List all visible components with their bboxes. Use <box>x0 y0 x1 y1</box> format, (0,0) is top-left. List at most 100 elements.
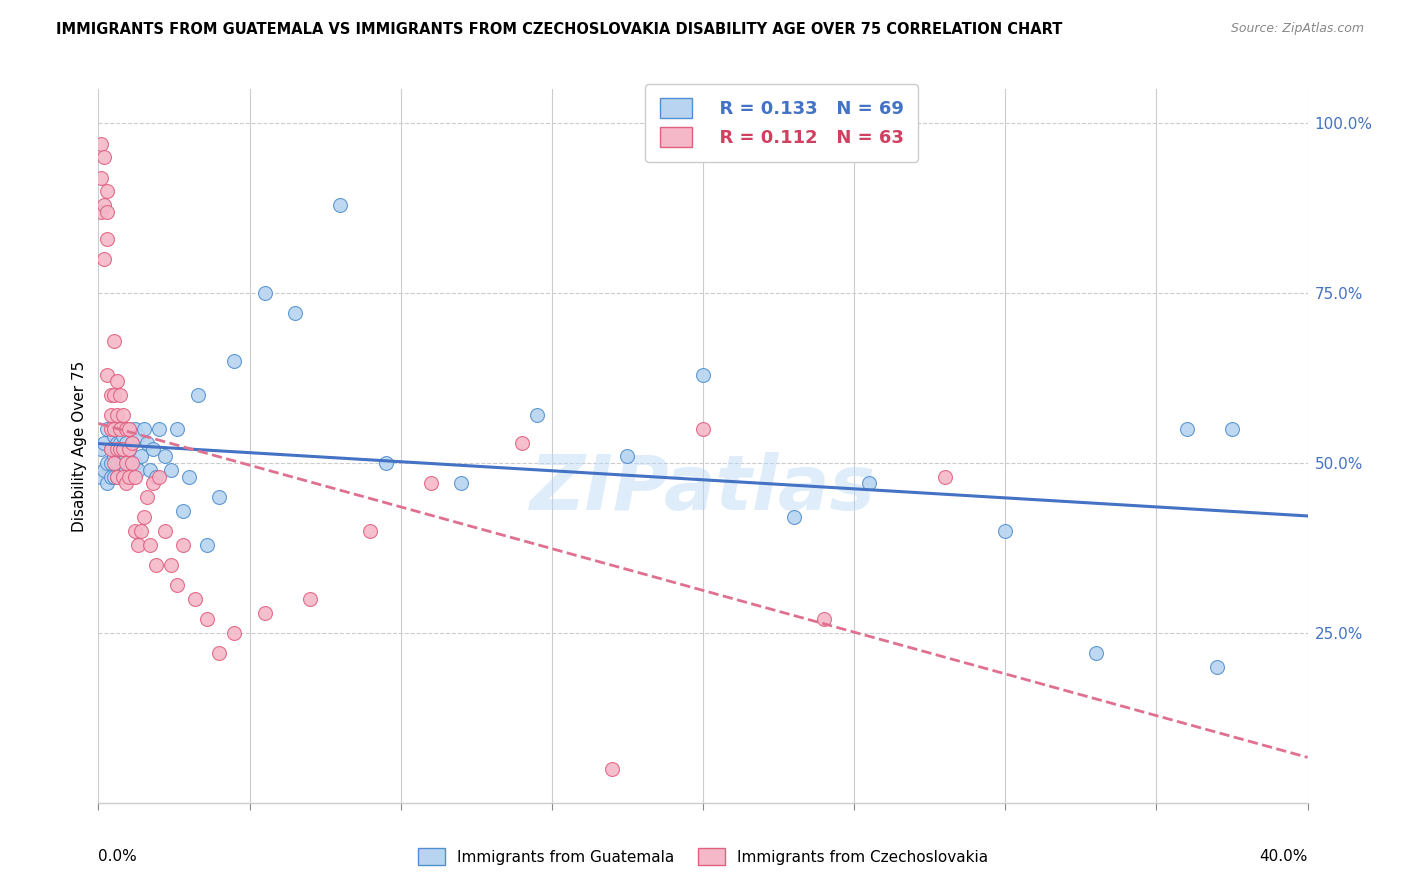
Point <box>103 456 125 470</box>
Point <box>111 469 134 483</box>
Point <box>111 469 134 483</box>
Point <box>100 388 122 402</box>
Point <box>100 442 122 457</box>
Point <box>103 469 125 483</box>
Point <box>93 150 115 164</box>
Point <box>100 442 122 457</box>
Point <box>93 435 115 450</box>
Point <box>90 204 112 219</box>
Point <box>114 422 136 436</box>
Point <box>103 442 125 457</box>
Point <box>813 612 835 626</box>
Point <box>179 469 201 483</box>
Point <box>103 449 125 463</box>
Point <box>253 286 276 301</box>
Point <box>121 435 143 450</box>
Point <box>96 232 118 246</box>
Point <box>100 456 122 470</box>
Point <box>118 469 141 483</box>
Point <box>93 198 115 212</box>
Point <box>148 469 170 483</box>
Point <box>105 442 128 457</box>
Point <box>224 626 246 640</box>
Point <box>90 469 112 483</box>
Text: 40.0%: 40.0% <box>1260 849 1308 864</box>
Point <box>129 524 152 538</box>
Point <box>124 524 146 538</box>
Point <box>90 170 112 185</box>
Text: Source: ZipAtlas.com: Source: ZipAtlas.com <box>1230 22 1364 36</box>
Point <box>105 469 128 483</box>
Point <box>100 409 122 423</box>
Point <box>224 354 246 368</box>
Point <box>139 463 162 477</box>
Point <box>148 422 170 436</box>
Point <box>127 463 149 477</box>
Point <box>105 442 128 457</box>
Point <box>96 456 118 470</box>
Point <box>118 422 141 436</box>
Point <box>299 591 322 606</box>
Point <box>93 252 115 266</box>
Point <box>105 456 128 470</box>
Point <box>1220 422 1243 436</box>
Point <box>374 456 396 470</box>
Point <box>114 456 136 470</box>
Point <box>692 368 714 382</box>
Point <box>124 456 146 470</box>
Point <box>145 469 167 483</box>
Point <box>121 456 143 470</box>
Point <box>93 463 115 477</box>
Point <box>90 442 112 457</box>
Point <box>160 558 183 572</box>
Point <box>114 449 136 463</box>
Point <box>121 435 143 450</box>
Point <box>420 476 443 491</box>
Point <box>103 388 125 402</box>
Point <box>994 524 1017 538</box>
Point <box>172 537 194 551</box>
Point <box>616 449 638 463</box>
Point <box>139 537 162 551</box>
Point <box>105 435 128 450</box>
Point <box>118 463 141 477</box>
Point <box>208 646 231 660</box>
Point <box>114 463 136 477</box>
Point <box>108 463 131 477</box>
Point <box>284 306 307 320</box>
Point <box>124 422 146 436</box>
Point <box>124 469 146 483</box>
Point <box>783 510 806 524</box>
Point <box>153 524 176 538</box>
Legend:   R = 0.133   N = 69,   R = 0.112   N = 63: R = 0.133 N = 69, R = 0.112 N = 63 <box>645 84 918 161</box>
Point <box>166 578 188 592</box>
Point <box>208 490 231 504</box>
Point <box>132 422 155 436</box>
Point <box>118 442 141 457</box>
Point <box>602 762 624 776</box>
Point <box>142 476 165 491</box>
Point <box>142 442 165 457</box>
Point <box>132 510 155 524</box>
Point <box>450 476 472 491</box>
Point <box>166 422 188 436</box>
Point <box>135 435 157 450</box>
Point <box>105 409 128 423</box>
Point <box>858 476 880 491</box>
Point <box>105 469 128 483</box>
Point <box>111 429 134 443</box>
Point <box>111 442 134 457</box>
Point <box>184 591 207 606</box>
Point <box>103 429 125 443</box>
Point <box>692 422 714 436</box>
Point <box>127 537 149 551</box>
Point <box>100 469 122 483</box>
Point <box>96 204 118 219</box>
Point <box>108 422 131 436</box>
Point <box>145 558 167 572</box>
Point <box>111 442 134 457</box>
Point <box>96 368 118 382</box>
Point <box>1206 660 1229 674</box>
Text: 0.0%: 0.0% <box>98 849 138 864</box>
Point <box>129 449 152 463</box>
